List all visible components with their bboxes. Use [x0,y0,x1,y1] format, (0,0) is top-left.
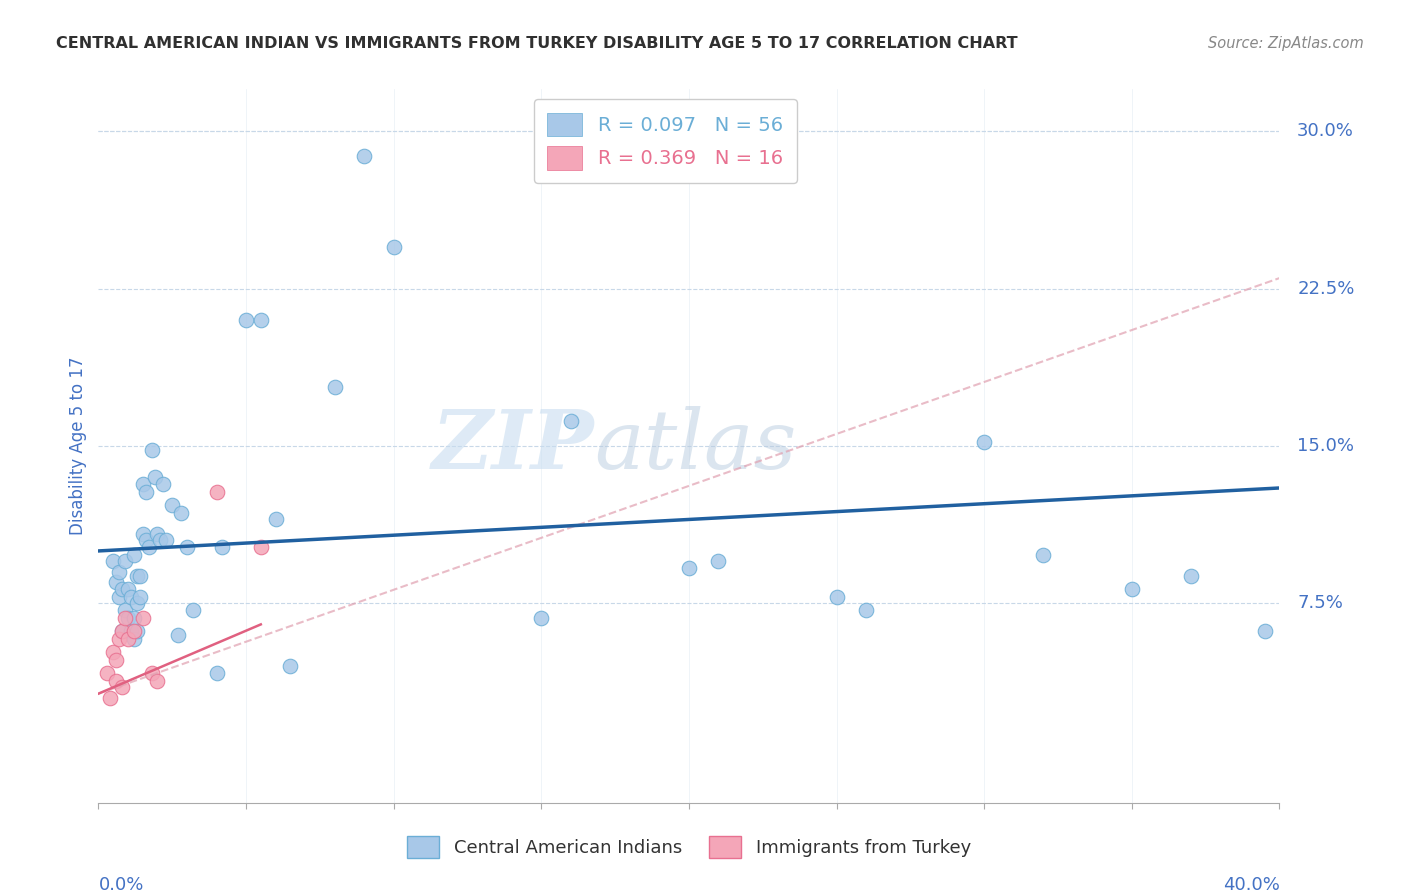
Point [128,569,150,583]
Point [122,624,145,638]
Text: 22.5%: 22.5% [1298,279,1354,298]
Point [560,414,582,428]
Point [155,533,177,548]
Point [122,632,145,646]
Point [105,575,128,590]
Point [278,659,302,673]
Point [122,611,145,625]
Point [132,527,155,541]
Point [108,565,131,579]
Point [250,540,273,554]
Point [120,624,142,638]
Point [111,582,134,596]
Point [530,611,553,625]
Point [149,533,172,548]
Point [105,653,128,667]
Point [264,512,287,526]
Point [146,674,169,689]
Point [108,632,131,646]
Point [146,527,169,541]
Point [181,603,204,617]
Point [98,690,121,705]
Text: 30.0%: 30.0% [1298,122,1354,140]
Point [1180,569,1202,583]
Point [108,590,131,604]
Point [678,560,700,574]
Point [103,645,125,659]
Point [1032,548,1054,562]
Text: 40.0%: 40.0% [1223,876,1279,892]
Point [1254,624,1277,638]
Point [167,628,190,642]
Point [205,665,228,680]
Point [103,554,125,568]
Text: ZIP: ZIP [432,406,595,486]
Text: Source: ZipAtlas.com: Source: ZipAtlas.com [1208,36,1364,51]
Point [162,498,183,512]
Point [382,239,405,253]
Point [141,443,163,458]
Point [117,582,139,596]
Point [117,611,139,625]
Point [855,603,877,617]
Point [211,540,233,554]
Point [176,540,198,554]
Legend: Central American Indians, Immigrants from Turkey: Central American Indians, Immigrants fro… [399,829,979,865]
Point [707,554,730,568]
Point [205,485,228,500]
Point [125,624,148,638]
Point [111,681,134,695]
Point [111,624,134,638]
Point [235,313,257,327]
Point [128,590,150,604]
Text: 7.5%: 7.5% [1298,594,1343,613]
Point [114,554,136,568]
Point [973,434,995,449]
Point [1121,582,1143,596]
Point [122,548,145,562]
Point [825,590,848,604]
Point [125,569,148,583]
Text: 0.0%: 0.0% [98,876,143,892]
Point [132,476,155,491]
Point [114,611,136,625]
Text: CENTRAL AMERICAN INDIAN VS IMMIGRANTS FROM TURKEY DISABILITY AGE 5 TO 17 CORRELA: CENTRAL AMERICAN INDIAN VS IMMIGRANTS FR… [56,36,1018,51]
Text: atlas: atlas [595,406,797,486]
Point [135,533,157,548]
Point [138,540,160,554]
Point [111,624,134,638]
Point [96,665,118,680]
Point [353,149,375,163]
Point [114,603,136,617]
Point [170,506,193,520]
Point [132,611,155,625]
Text: 15.0%: 15.0% [1298,437,1354,455]
Point [152,476,174,491]
Point [117,632,139,646]
Point [135,485,157,500]
Point [250,313,273,327]
Point [323,380,346,394]
Point [141,665,163,680]
Point [125,596,148,610]
Point [105,674,128,689]
Point [120,590,142,604]
Point [143,470,166,484]
Y-axis label: Disability Age 5 to 17: Disability Age 5 to 17 [69,357,87,535]
